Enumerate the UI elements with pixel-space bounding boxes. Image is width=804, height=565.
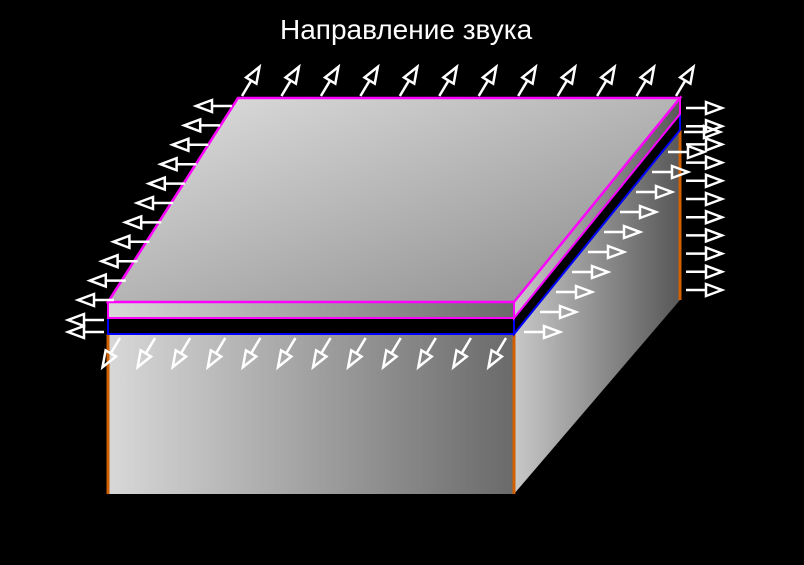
arrow-top-back-edge-8-head [562,67,575,84]
arrow-top-left-edge-9-head [90,275,106,287]
arrow-top-back-edge-3-head [364,67,377,84]
arrow-top-left-edge-2-head [172,139,188,151]
arrow-top-back-edge-4-head [404,67,417,84]
arrow-top-right-edge-6-head [706,211,722,223]
arrow-top-back-edge-10-shaft [637,81,646,96]
arrow-top-left-edge-10-head [78,294,94,306]
arrow-top-right-edge-9-head [706,266,722,278]
arrow-top-right-edge-7-head [706,229,722,241]
arrow-top-left-edge-8-head [102,255,118,267]
arrow-top-left-edge-6-head [125,216,141,228]
arrow-gap-right-edge-9-head [688,146,704,158]
body-front [108,334,514,494]
arrow-gap-left-edge-0-head [68,314,84,326]
arrow-top-back-edge-11-head [680,67,693,84]
arrow-top-back-edge-2-shaft [321,81,330,96]
arrow-top-back-edge-3-shaft [360,81,369,96]
arrow-top-back-edge-0-head [246,67,259,84]
arrow-top-right-edge-8-head [706,248,722,260]
arrow-top-back-edge-7-shaft [518,81,527,96]
arrow-top-left-edge-3-head [161,158,177,170]
arrow-top-back-edge-0-shaft [242,81,251,96]
arrow-top-back-edge-1-shaft [281,81,290,96]
arrow-top-back-edge-6-head [483,67,496,84]
gap-front [108,318,514,334]
arrow-top-right-edge-2-head [706,138,722,150]
arrow-top-right-edge-5-head [706,193,722,205]
arrow-top-right-edge-0-head [706,102,722,114]
arrow-top-back-edge-2-head [325,67,338,84]
arrow-top-back-edge-4-shaft [400,81,409,96]
arrow-top-left-edge-7-head [113,236,129,248]
arrow-top-left-edge-1-head [184,119,200,131]
arrow-top-left-edge-5-head [137,197,153,209]
arrow-top-back-edge-5-shaft [439,81,448,96]
arrow-top-back-edge-11-shaft [676,81,685,96]
arrow-top-back-edge-6-shaft [479,81,488,96]
arrow-top-back-edge-5-head [443,67,456,84]
arrow-top-back-edge-9-head [601,67,614,84]
top-plate-front [108,302,514,318]
arrow-gap-left-edge-1-head [68,326,84,338]
arrow-top-right-edge-4-head [706,175,722,187]
arrow-top-back-edge-7-head [522,67,535,84]
diagram-svg [0,0,804,565]
arrow-top-right-edge-3-head [706,157,722,169]
solids-group [108,98,680,494]
arrow-top-back-edge-9-shaft [597,81,606,96]
arrow-top-back-edge-8-shaft [558,81,567,96]
arrow-top-back-edge-10-head [641,67,654,84]
arrow-top-left-edge-4-head [149,178,165,190]
arrow-top-left-edge-0-head [196,100,212,112]
arrow-top-right-edge-10-head [706,284,722,296]
arrow-top-back-edge-1-head [286,67,299,84]
